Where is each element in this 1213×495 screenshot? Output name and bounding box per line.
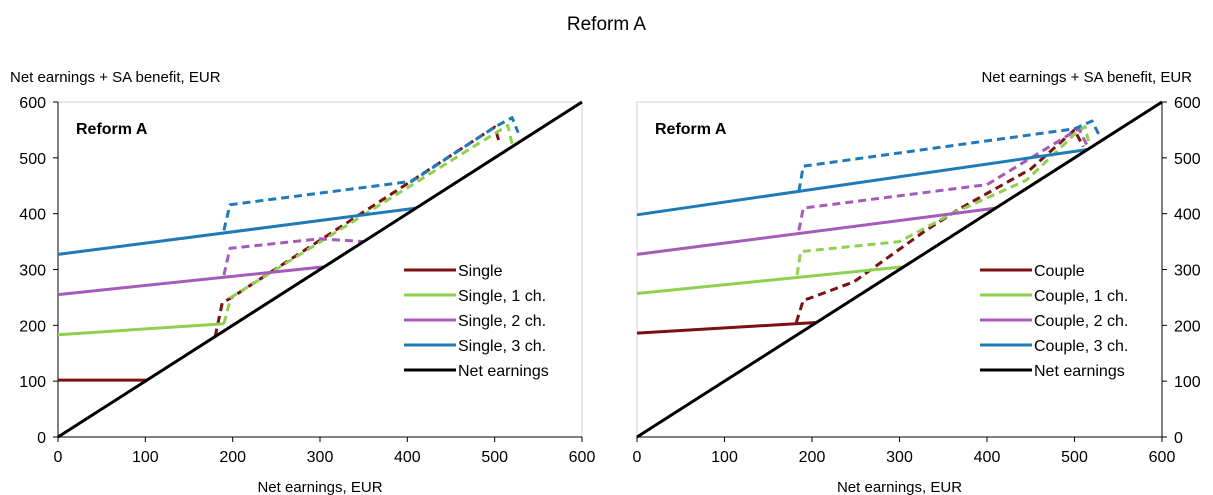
panel-2-y-tick-label: 300 [1174, 263, 1201, 280]
panel-2-y-tick-label: 100 [1174, 374, 1201, 391]
panel-1-legend-label: Single, 3 ch. [458, 338, 546, 355]
panel-1-y-tick-label: 500 [19, 151, 46, 168]
panel-2-panel-label: Reform A [655, 121, 727, 138]
panel-2-y-tick-label: 0 [1174, 430, 1183, 447]
panel-2-series-couple-3-ch-solid-line [636, 148, 1088, 217]
panel-1-x-tick-label: 400 [394, 449, 421, 466]
panel-2-x-tick-label: 0 [633, 449, 642, 466]
panel-1-x-tick-label: 100 [132, 449, 159, 466]
panel-1-series-single-2-ch-solid-line [57, 265, 325, 297]
panel-1-y-tick-label: 400 [19, 207, 46, 224]
panel-1-series-single-2-ch-dashed-line [222, 237, 364, 276]
panel-1-y-axis-title: Net earnings + SA benefit, EUR [10, 69, 221, 86]
panel-1-x-tick-label: 0 [54, 449, 63, 466]
panel-1-legend-label: Single, 2 ch. [458, 313, 546, 330]
panel-2-y-axis-title: Net earnings + SA benefit, EUR [981, 69, 1192, 86]
panel-1-legend-label: Single, 1 ch. [458, 288, 546, 305]
panel-1-y-tick-label: 0 [37, 430, 46, 447]
panel-1-x-tick-label: 500 [481, 449, 508, 466]
panel-2-series-couple-3-ch-dashed-line [797, 119, 1103, 192]
panel-2-legend-label: Couple, 3 ch. [1034, 338, 1128, 355]
panel-1-x-axis-title: Net earnings, EUR [257, 479, 382, 495]
panel-2-x-tick-label: 600 [1149, 449, 1176, 466]
panel-2-x-tick-label: 300 [886, 449, 913, 466]
panel-2-x-tick-label: 500 [1061, 449, 1088, 466]
panel-2-legend-label: Couple, 1 ch. [1034, 288, 1128, 305]
panel-2-series-net-earnings-solid-line [636, 100, 1163, 439]
panel-1-y-tick-label: 100 [19, 374, 46, 391]
panel-1-y-tick-label: 200 [19, 318, 46, 335]
panel-2-series-couple-2-ch-solid-line [636, 206, 996, 256]
panel-1-x-tick-label: 600 [569, 449, 596, 466]
panel-1-x-tick-label: 300 [307, 449, 334, 466]
panel-2-x-tick-label: 100 [711, 449, 738, 466]
panel-1-y-tick-label: 300 [19, 263, 46, 280]
panel-1-series-net-earnings-solid-line [57, 100, 583, 439]
panel-2-series-couple-1-ch-solid-line [636, 265, 905, 295]
panel-2-y-tick-label: 600 [1174, 95, 1201, 112]
panel-1-panel-label: Reform A [76, 121, 148, 138]
panel-2-x-tick-label: 200 [799, 449, 826, 466]
panel-2-y-tick-label: 400 [1174, 207, 1201, 224]
panel-2-series-couple-solid-line [636, 321, 817, 335]
panel-1-series-single-1-ch-dashed-line [222, 123, 514, 325]
panel-1-series-single-dashed-line [213, 125, 501, 337]
panel-2-y-tick-label: 500 [1174, 151, 1201, 168]
panel-1-legend-label: Single [458, 263, 503, 280]
panel-2-x-tick-label: 400 [974, 449, 1001, 466]
panel-2-series-couple-1-ch-dashed-line [795, 125, 1090, 276]
panel-2-y-tick-label: 200 [1174, 318, 1201, 335]
panel-2-legend-label: Couple [1034, 263, 1085, 280]
panel-1-series-single-1-ch-solid-line [57, 322, 225, 337]
panel-1-y-tick-label: 600 [19, 95, 46, 112]
panel-1-series-single-3-ch-dashed-line [222, 116, 520, 231]
figure-title: Reform A [566, 14, 647, 35]
panel-2-series-couple-2-ch-dashed-line [797, 127, 1089, 231]
panel-1-series-single-3-ch-solid-line [57, 206, 417, 256]
panel-2-x-axis-title: Net earnings, EUR [837, 479, 962, 495]
panel-2-series-couple-dashed-line [794, 128, 1085, 323]
panel-1-x-tick-label: 200 [219, 449, 246, 466]
panel-2-legend-label: Net earnings [1034, 363, 1125, 380]
panel-1-legend-label: Net earnings [458, 363, 549, 380]
panel-2-legend-label: Couple, 2 ch. [1034, 313, 1128, 330]
